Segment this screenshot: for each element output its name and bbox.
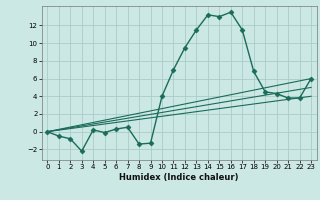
X-axis label: Humidex (Indice chaleur): Humidex (Indice chaleur) [119, 173, 239, 182]
